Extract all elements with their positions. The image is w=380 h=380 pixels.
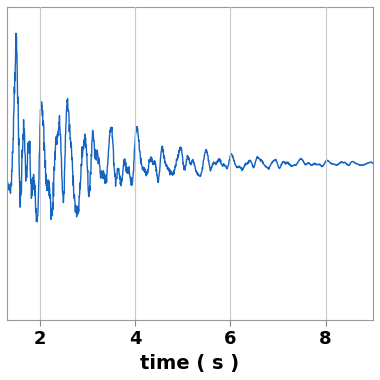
X-axis label: time ( s ): time ( s ) <box>141 354 239 373</box>
